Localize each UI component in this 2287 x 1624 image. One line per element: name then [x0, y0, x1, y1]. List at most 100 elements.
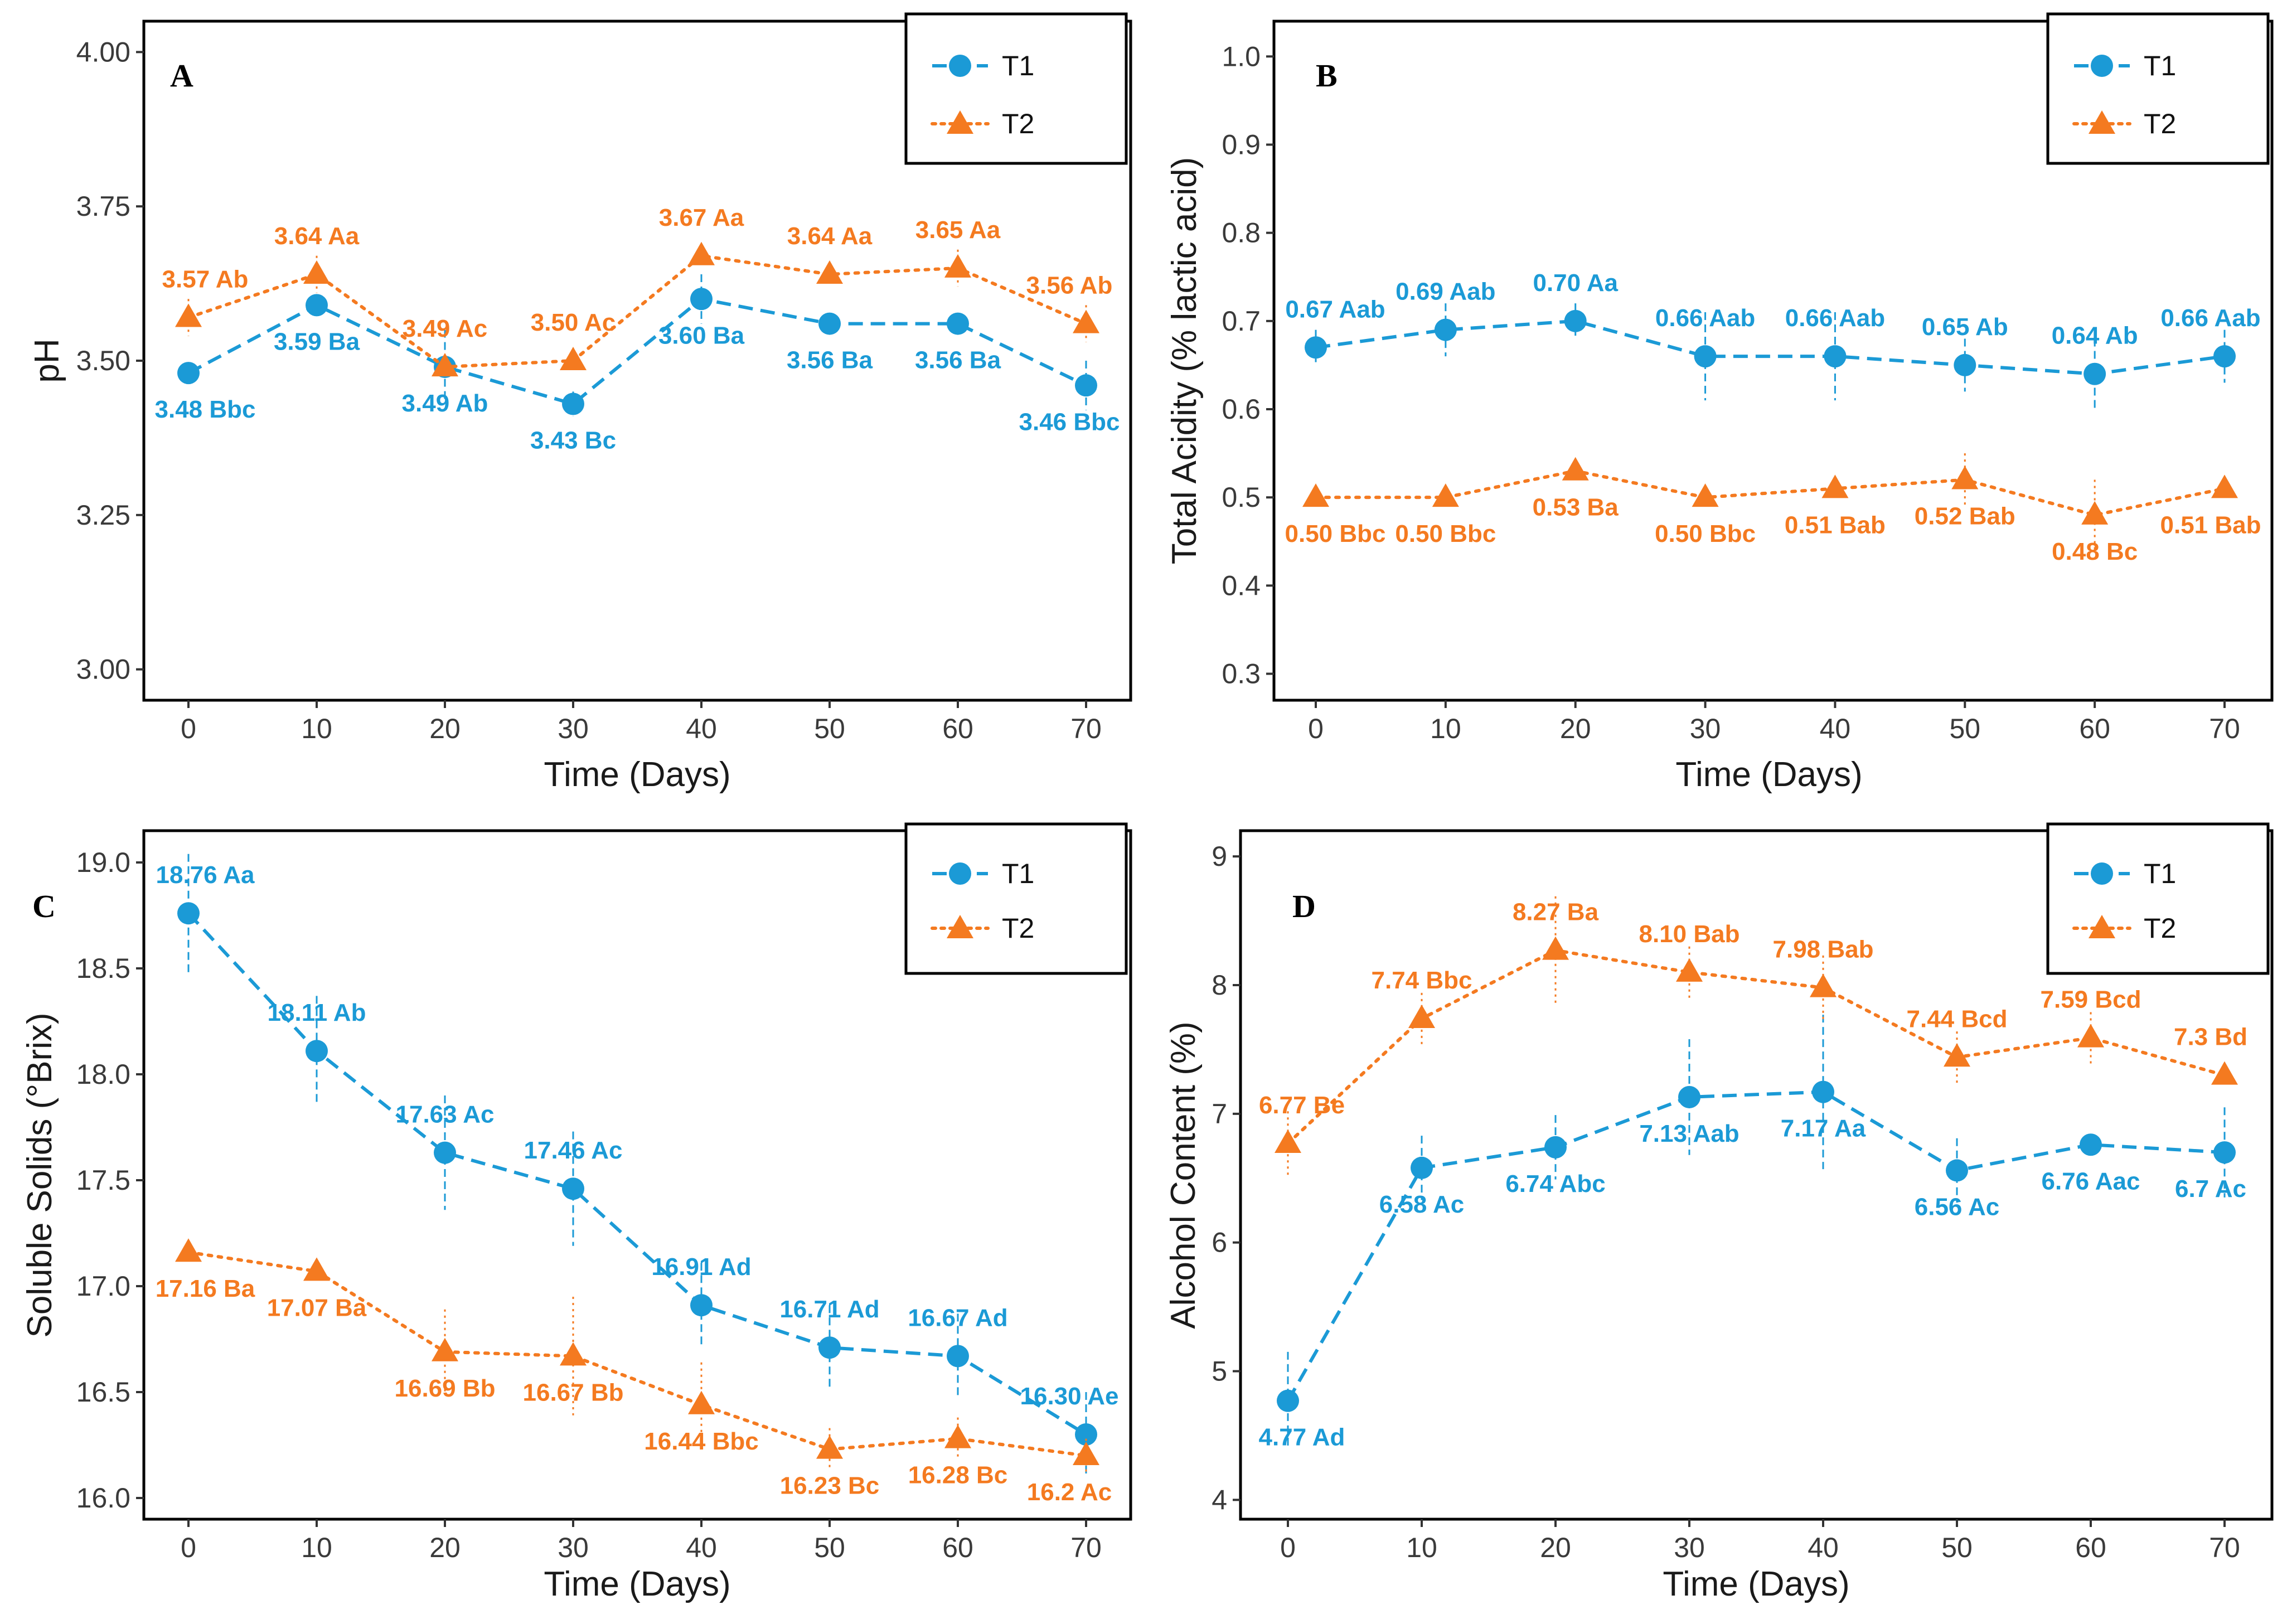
data-label: 6.76 Aac [2042, 1167, 2140, 1195]
data-label: 0.50 Bbc [1395, 520, 1496, 547]
data-point-t2 [2211, 474, 2238, 498]
panel-A-marks: 3.00 3.25 3.50 3.75 4.00 0 10 20 30 40 50 60 70 3.48 … [76, 36, 1120, 744]
series-t1-C: 18.76 Aa 18.11 Ab 17.63 Ac 17.46 Ac 16.91 Ad… [156, 854, 1118, 1477]
legend-t2-marker-B [2089, 110, 2115, 134]
y-tick-label: 18.5 [76, 953, 130, 984]
x-tick-label: 40 [686, 713, 717, 744]
data-label: 0.67 Aab [1285, 295, 1385, 323]
data-label: 0.51 Bab [2160, 511, 2261, 539]
series-t2-C: 17.16 Ba 17.07 Ba 16.69 Bb 16.67 Bb 16.44 Bb… [156, 1238, 1112, 1506]
data-label: 17.07 Ba [267, 1294, 367, 1321]
data-label: 6.56 Ac [1915, 1193, 1999, 1220]
legend-t1-label-D: T1 [2144, 858, 2176, 889]
series-t1-B: 0.67 Aab 0.69 Aab 0.70 Aa 0.66 Aab 0.66 Aab 0… [1285, 269, 2261, 409]
x-tick-label: 0 [181, 1532, 196, 1563]
legend-t2-label-B: T2 [2144, 108, 2176, 139]
data-point-t1 [177, 362, 200, 385]
legend-t2-label-C: T2 [1002, 913, 1034, 944]
y-axis-title-D: Alcohol Content (%) [1164, 1021, 1203, 1329]
x-tick-label: 60 [2079, 713, 2110, 744]
data-label: 0.50 Bbc [1655, 520, 1756, 547]
x-tick-label: 30 [1674, 1532, 1705, 1563]
data-label: 3.65 Aa [915, 216, 1001, 244]
panel-letter-C: C [32, 888, 56, 924]
y-axis-title-B: Total Acidity (% lactic acid) [1165, 157, 1204, 564]
data-label: 3.49 Ab [402, 390, 488, 417]
data-point-t2 [432, 1337, 458, 1361]
data-label: 6.7 Ac [2175, 1175, 2246, 1203]
data-label: 0.52 Bab [1915, 503, 2015, 530]
data-point-t1 [947, 1345, 969, 1368]
data-label: 3.59 Ba [274, 328, 360, 355]
series-t1-A: 3.48 Bbc 3.59 Ba 3.49 Ab 3.43 Bc 3.60 Ba 3.56… [155, 274, 1120, 454]
data-point-t2 [816, 260, 843, 284]
x-axis-title-B: Time (Days) [1675, 755, 1862, 794]
data-point-t1 [177, 902, 200, 925]
y-tick-label: 6 [1212, 1227, 1227, 1258]
data-point-t2 [175, 303, 202, 327]
series-line-t1 [1315, 319, 2225, 376]
legend-t2-marker-A [947, 110, 973, 134]
data-point-t2 [688, 241, 715, 265]
data-point-t1 [1954, 353, 1976, 376]
data-label: 3.56 Ba [787, 347, 873, 374]
data-point-t2 [944, 254, 971, 278]
data-point-t1 [562, 392, 584, 415]
data-label: 16.44 Bbc [644, 1428, 758, 1455]
data-point-t1 [2080, 1133, 2102, 1156]
panel-C-marks: 16.0 16.5 17.0 17.5 18.0 18.5 19.0 0 10 20 30 40 50 6… [76, 847, 1119, 1563]
data-label: 7.98 Bab [1773, 936, 1874, 963]
data-label: 16.23 Bc [780, 1472, 880, 1500]
data-label: 3.46 Bbc [1019, 408, 1120, 435]
data-point-t1 [1305, 336, 1327, 359]
data-point-t2 [1073, 1442, 1099, 1465]
data-point-t1 [1564, 309, 1587, 332]
panel-C: C Time (Days) Soluble Solids (°Brix) T1 … [21, 822, 1132, 1603]
x-tick-label: 50 [1941, 1532, 1973, 1563]
data-label: 3.57 Ab [162, 265, 249, 293]
data-point-t2 [432, 353, 458, 377]
x-tick-label: 20 [429, 1532, 461, 1563]
series-line-t2 [1286, 948, 2226, 1145]
x-tick-label: 20 [1560, 713, 1591, 744]
x-tick-label: 40 [1808, 1532, 1839, 1563]
x-tick-label: 0 [1280, 1532, 1296, 1563]
data-label: 4.77 Ad [1259, 1424, 1345, 1451]
panel-letter-A: A [170, 57, 193, 94]
legend-D: T1 T2 [2046, 822, 2270, 975]
x-tick-label: 30 [558, 1532, 589, 1563]
data-label: 3.67 Aa [659, 204, 744, 231]
legend-t1-label-A: T1 [1002, 50, 1034, 81]
series-line-t1 [1286, 1090, 2225, 1402]
data-point-t1 [2213, 345, 2236, 368]
panel-B-marks: 0.3 0.4 0.5 0.6 0.7 0.8 0.9 1.0 0 10 20 30 40 50 60 70 0… [1222, 41, 2261, 744]
x-tick-label: 70 [2209, 1532, 2240, 1563]
series-line-t2 [187, 254, 1088, 369]
data-label: 7.44 Bcd [1907, 1005, 2008, 1032]
data-point-t2 [688, 1390, 715, 1414]
data-label: 17.16 Ba [156, 1275, 255, 1302]
data-label: 6.77 Be [1259, 1092, 1345, 1119]
data-point-t1 [1946, 1159, 1968, 1182]
data-point-t2 [1821, 474, 1849, 498]
data-label: 0.53 Ba [1533, 494, 1619, 521]
y-tick-label: 16.0 [76, 1482, 130, 1514]
data-label: 3.60 Ba [658, 322, 745, 349]
y-tick-label: 0.8 [1222, 217, 1261, 249]
data-label: 17.63 Ac [396, 1101, 495, 1128]
x-tick-label: 0 [1308, 713, 1324, 744]
x-tick-label: 10 [1406, 1532, 1437, 1563]
x-tick-label: 20 [1540, 1532, 1571, 1563]
y-axis-title-A: pH [28, 338, 66, 382]
series-line-t1 [187, 297, 1087, 406]
x-tick-label: 70 [2209, 713, 2240, 744]
x-tick-label: 60 [942, 1532, 973, 1563]
x-tick-label: 10 [301, 713, 332, 744]
data-point-t1 [818, 1336, 841, 1359]
y-tick-label: 4 [1212, 1484, 1227, 1515]
data-point-t1 [1824, 345, 1847, 368]
legend-t1-marker-B [2091, 55, 2113, 77]
x-tick-label: 30 [1690, 713, 1721, 744]
series-line-t2 [1314, 469, 2226, 517]
x-axis-title-A: Time (Days) [544, 755, 730, 794]
